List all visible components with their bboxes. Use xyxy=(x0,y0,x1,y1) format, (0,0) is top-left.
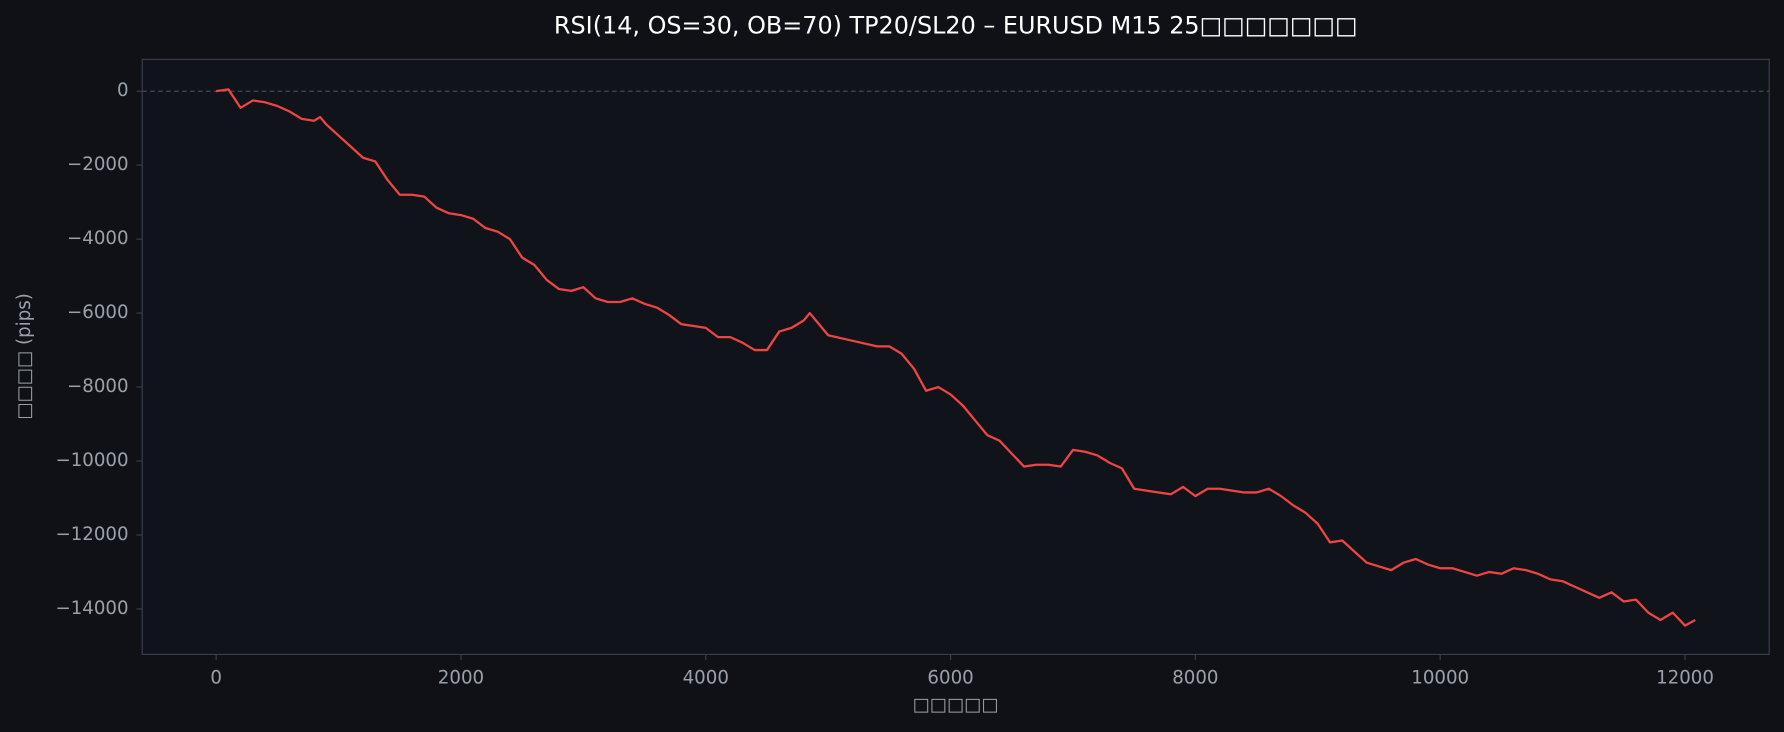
y-tick-label: −4000 xyxy=(67,228,129,249)
x-tick-label: 8000 xyxy=(1172,667,1218,688)
x-tick-label: 12000 xyxy=(1656,667,1714,688)
x-tick-label: 10000 xyxy=(1411,667,1469,688)
chart-title: RSI(14, OS=30, OB=70) TP20/SL20 – EURUSD… xyxy=(554,11,1358,39)
x-axis-label: □□□□□ xyxy=(913,695,999,716)
plot-area xyxy=(141,58,1770,655)
y-tick-label: −12000 xyxy=(55,524,128,545)
y-tick-label: −6000 xyxy=(67,302,129,323)
x-tick-label: 2000 xyxy=(438,667,484,688)
x-tick-label: 0 xyxy=(210,667,222,688)
y-tick-label: −8000 xyxy=(67,376,129,397)
y-tick-label: −2000 xyxy=(67,154,129,175)
y-tick-label: −14000 xyxy=(55,598,128,619)
line-series xyxy=(215,88,1696,627)
y-axis-label: □□□□ (pips) xyxy=(14,293,35,419)
y-tick-label: 0 xyxy=(117,80,129,101)
y-tick-label: −10000 xyxy=(55,450,128,471)
x-tick-label: 6000 xyxy=(927,667,973,688)
x-tick-label: 4000 xyxy=(683,667,729,688)
